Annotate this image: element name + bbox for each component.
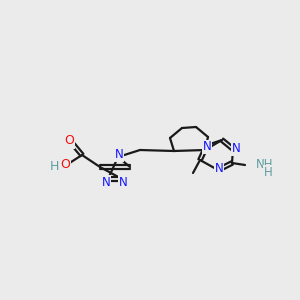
Text: NH: NH [255,160,272,173]
Text: N: N [118,176,127,188]
Text: N: N [102,176,110,188]
Text: N: N [232,142,240,155]
Text: N: N [214,161,224,175]
Text: O: O [64,134,74,148]
Text: O: O [60,158,70,172]
Text: ₂: ₂ [263,167,267,177]
Text: H: H [264,166,273,178]
Text: NH: NH [256,158,274,170]
Text: N: N [115,148,123,161]
Text: N: N [202,140,211,154]
Text: H: H [49,160,59,172]
